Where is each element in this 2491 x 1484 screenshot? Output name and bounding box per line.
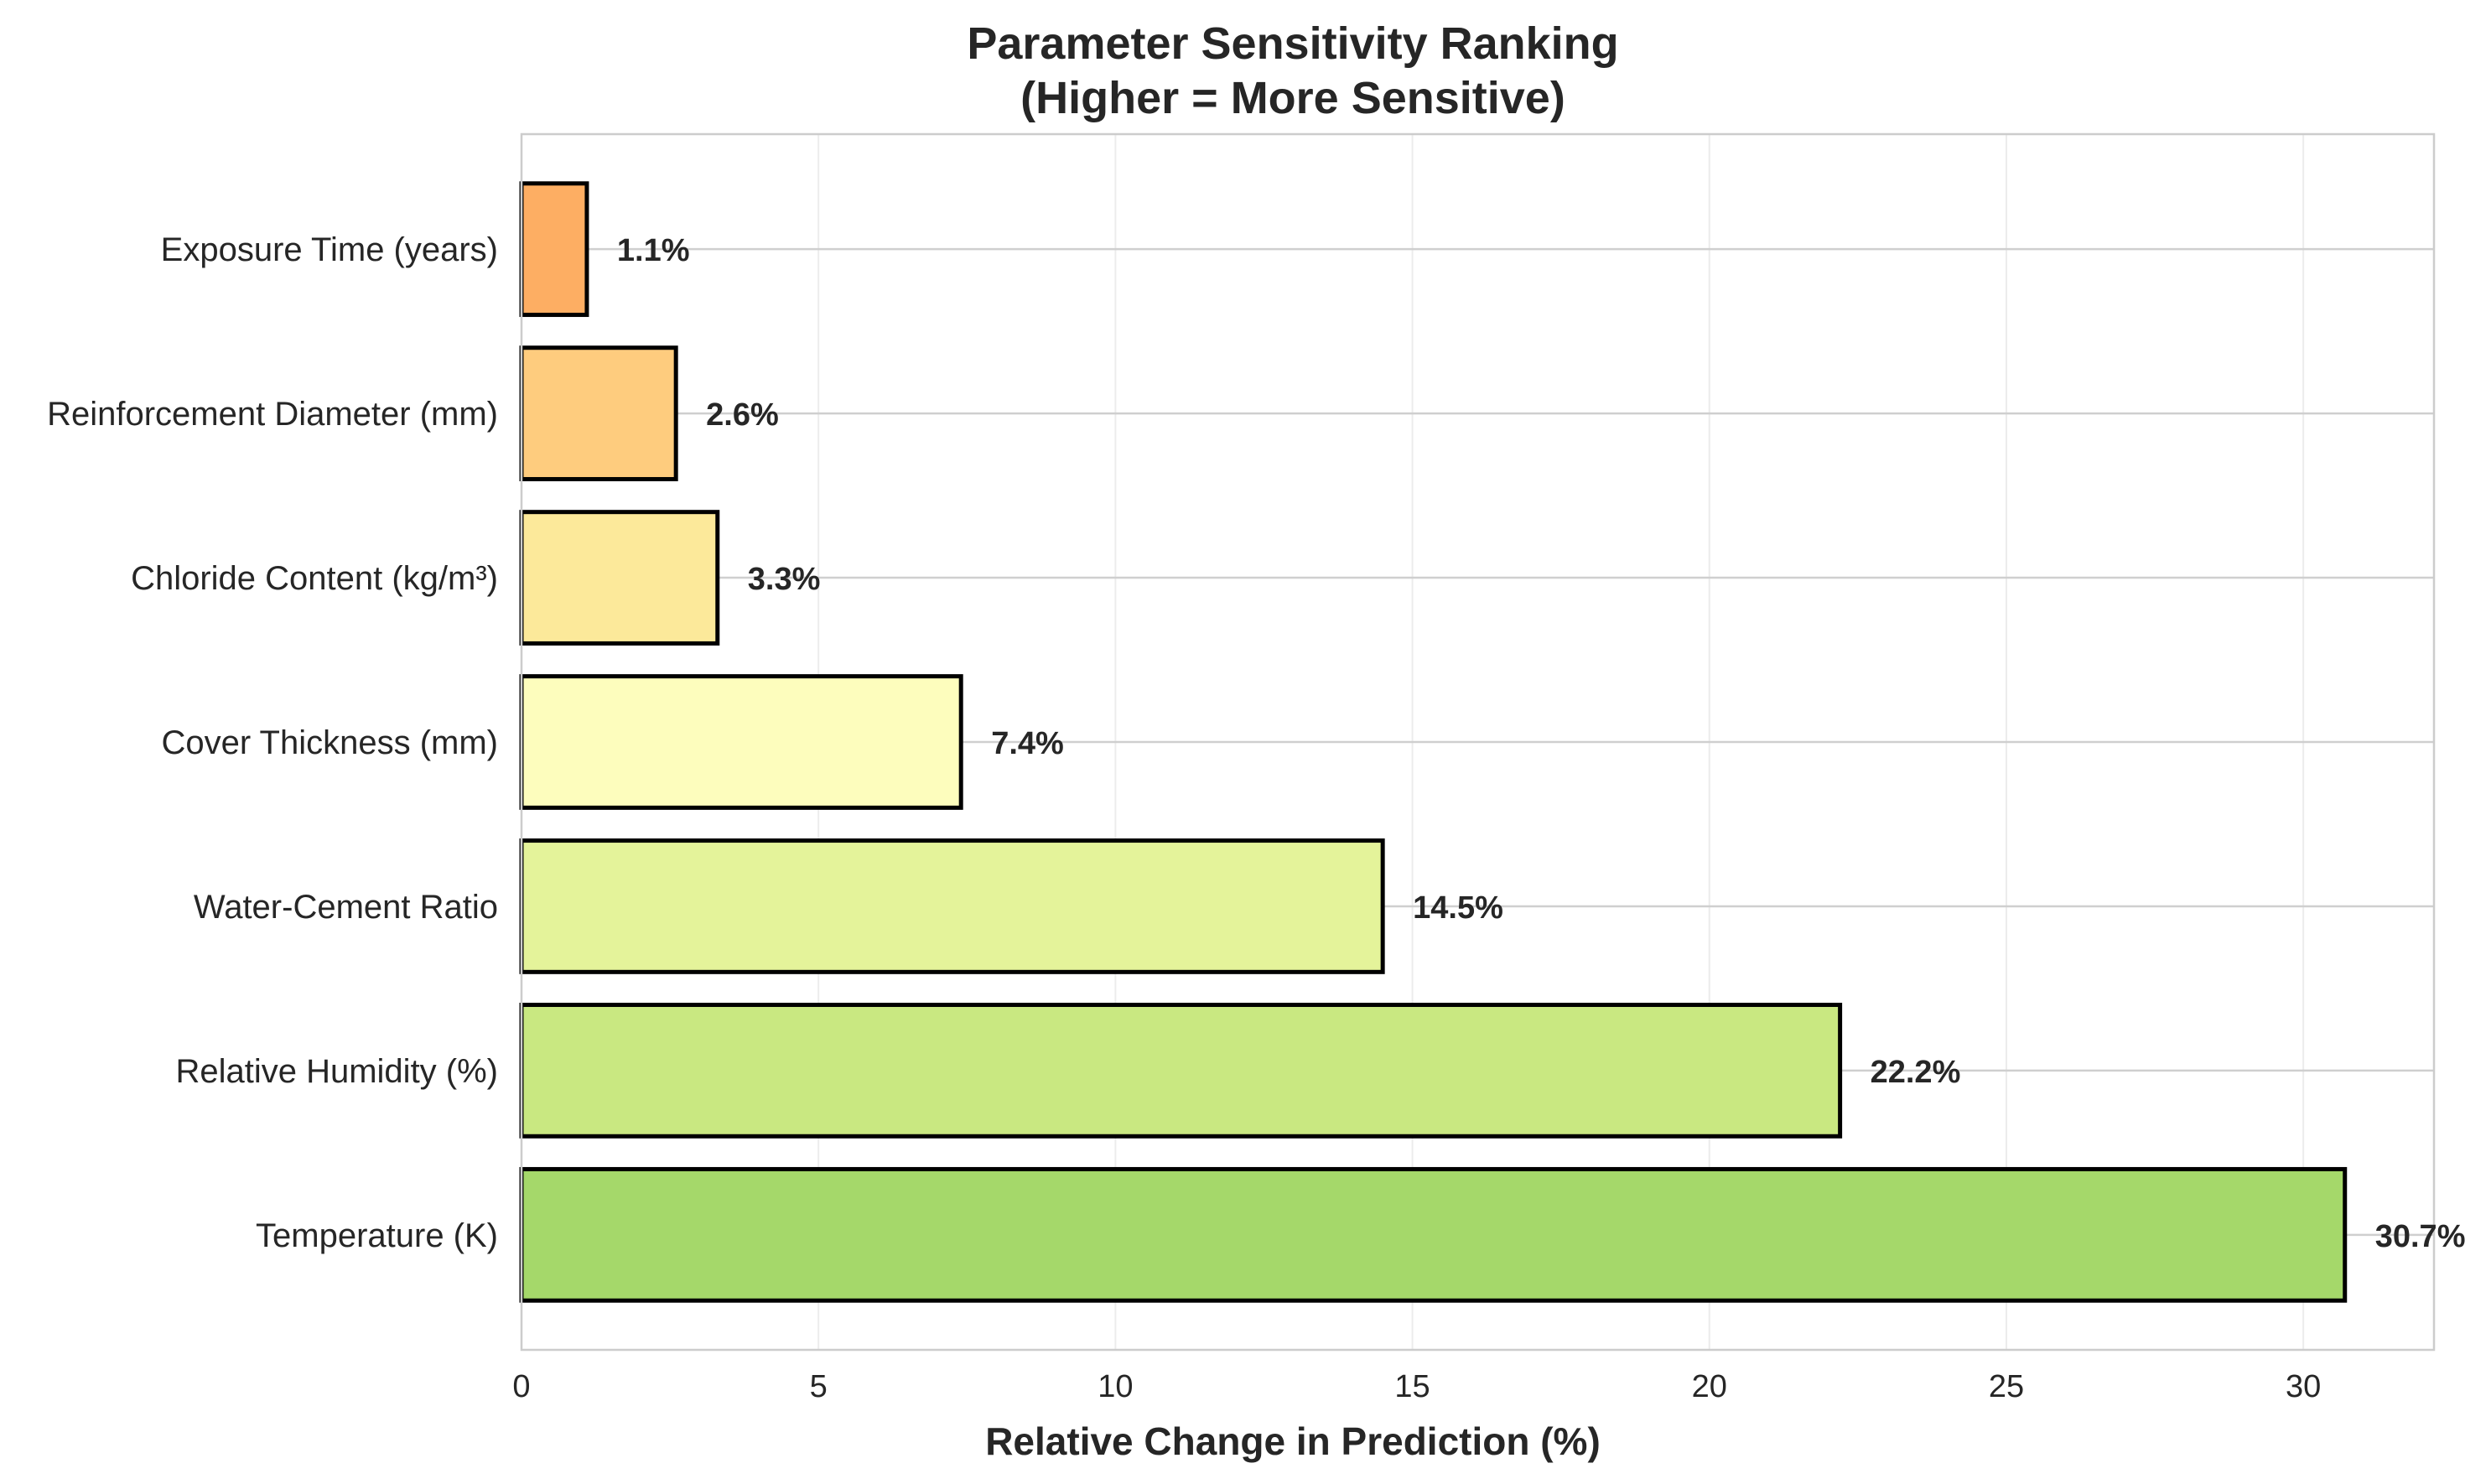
data-label: 14.5% — [1413, 890, 1503, 926]
bar-2 — [519, 838, 1385, 974]
y-tick-label: Chloride Content (kg/m³) — [131, 560, 498, 597]
chart-title: Parameter Sensitivity Ranking — [967, 18, 1618, 69]
bar-4 — [519, 510, 720, 646]
plot-frame — [520, 132, 2436, 1352]
bar-6 — [519, 181, 589, 318]
y-tick-label: Exposure Time (years) — [161, 231, 498, 268]
bars — [519, 181, 2348, 1303]
data-label: 3.3% — [748, 562, 821, 597]
y-tick-label: Reinforcement Diameter (mm) — [47, 396, 498, 433]
plot-area-border — [520, 132, 2436, 1352]
data-label: 7.4% — [991, 726, 1064, 761]
data-label: 30.7% — [2375, 1219, 2466, 1254]
x-tick-label: 30 — [2286, 1369, 2321, 1404]
x-tick-label: 0 — [512, 1369, 530, 1404]
bar-5 — [519, 345, 678, 481]
x-tick-label: 20 — [1692, 1369, 1727, 1404]
y-tick-label: Relative Humidity (%) — [175, 1053, 498, 1090]
y-tick-label: Temperature (K) — [256, 1217, 498, 1254]
chart-subtitle: (Higher = More Sensitive) — [1020, 73, 1565, 123]
x-tick-label: 15 — [1394, 1369, 1430, 1404]
x-tick-label: 10 — [1098, 1369, 1133, 1404]
x-tick-label: 5 — [810, 1369, 828, 1404]
y-tick-label: Cover Thickness (mm) — [161, 724, 498, 761]
y-tick-label: Water-Cement Ratio — [194, 889, 498, 926]
data-label: 1.1% — [617, 233, 690, 268]
x-axis-label: Relative Change in Prediction (%) — [985, 1419, 1601, 1463]
labels: 0 5 10 15 20 25 30 Temperature (K) 30.7% Relative… — [47, 231, 2465, 1404]
data-label: 22.2% — [1871, 1055, 1961, 1090]
bar-1 — [519, 1003, 1843, 1139]
data-label: 2.6% — [706, 397, 779, 433]
bar-3 — [519, 674, 963, 810]
bar-0 — [519, 1166, 2348, 1303]
x-tick-label: 25 — [1989, 1369, 2024, 1404]
